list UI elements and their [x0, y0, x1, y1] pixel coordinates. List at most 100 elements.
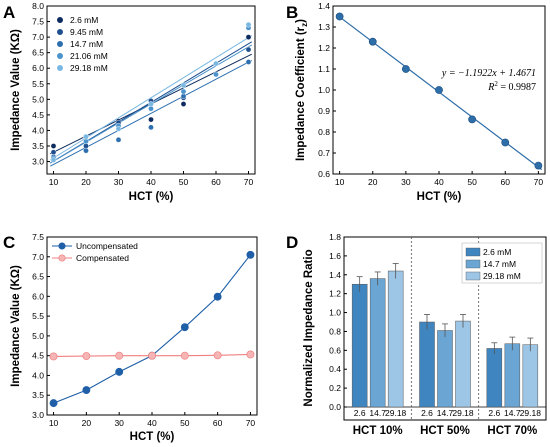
y-tick-label: 3.0 — [32, 410, 44, 420]
data-point — [50, 149, 57, 156]
panel-b-r2-label: R — [487, 82, 494, 93]
x-tick-label: 50 — [180, 418, 190, 428]
group-label: HCT 50% — [420, 425, 470, 437]
y-tick-label: 1.0 — [318, 85, 330, 95]
data-point — [82, 352, 91, 361]
data-point — [245, 34, 252, 40]
panel-a-xlabel: HCT (%) — [129, 191, 174, 203]
data-point — [83, 138, 89, 145]
bar — [504, 343, 521, 408]
bar — [486, 348, 503, 408]
panel-b-xlabel: HCT (%) — [417, 191, 462, 203]
legend-label: 9.45 mM — [70, 27, 103, 37]
data-point — [245, 59, 252, 65]
bar — [351, 283, 368, 408]
panel-a-ylabel: Impedance Value (KΩ) — [10, 29, 22, 151]
bar-category-label: 2.6 — [488, 408, 500, 418]
y-tick-label: 0.0 — [329, 402, 341, 412]
data-point — [115, 351, 124, 360]
data-point — [148, 101, 154, 107]
bar-category-label: 14.7 — [369, 408, 386, 418]
panel-b-ylabel-close: ) — [295, 19, 307, 23]
data-point — [82, 386, 91, 395]
y-tick-label: 5.5 — [32, 311, 44, 321]
bar-category-label: 14.7 — [437, 408, 454, 418]
data-point — [435, 86, 443, 94]
bar — [387, 270, 404, 408]
legend-label: Uncompensated — [76, 241, 138, 251]
x-tick-label: 40 — [147, 418, 157, 428]
y-tick-label: 6.0 — [32, 63, 44, 73]
bar-category-label: 29.18 — [385, 408, 407, 418]
data-point — [401, 65, 410, 73]
y-tick-label: 1.4 — [318, 1, 330, 11]
data-point — [50, 143, 57, 149]
fit-line — [50, 60, 252, 167]
legend-marker — [57, 53, 63, 59]
panel-d-frame — [343, 236, 547, 421]
data-point — [180, 351, 189, 360]
x-tick-label: 20 — [82, 418, 92, 428]
x-tick-label: 40 — [434, 177, 444, 187]
y-tick-label: 5.0 — [32, 331, 44, 341]
y-tick-label: 1.0 — [329, 308, 341, 318]
legend-label: 2.6 mM — [70, 15, 98, 25]
panel-c: C HCT (%) Impedance Value (KΩ) 10 20 30 40 5… — [3, 232, 258, 443]
legend-marker — [57, 29, 63, 35]
bar — [522, 344, 539, 408]
data-point — [468, 115, 477, 124]
data-point — [246, 350, 255, 359]
data-point — [335, 12, 344, 21]
data-point — [50, 157, 57, 163]
data-point — [83, 147, 89, 154]
legend-marker — [58, 242, 66, 250]
x-tick-label: 30 — [114, 418, 124, 428]
y-tick-label: 1.4 — [329, 270, 341, 280]
y-tick-label: 0.4 — [329, 364, 341, 374]
data-point — [213, 351, 222, 360]
panel-d: D Normalized Impedance Ratio 0.0 0.2 0.4 0.… — [286, 232, 547, 437]
panel-c-frame — [46, 236, 258, 416]
legend-marker — [57, 65, 63, 71]
data-point — [213, 60, 219, 67]
data-point — [534, 161, 543, 170]
legend-label: 2.6 mM — [483, 247, 511, 257]
bar — [369, 278, 386, 408]
legend-swatch — [465, 271, 481, 281]
panel-a-label: A — [3, 3, 15, 22]
data-point — [213, 292, 222, 301]
bar-category-label: 29.18 — [520, 408, 542, 418]
y-tick-label: 6.5 — [32, 272, 44, 282]
y-tick-label: 1.6 — [329, 251, 341, 261]
data-point — [148, 105, 154, 112]
legend-label: 21.06 mM — [70, 51, 108, 61]
x-tick-label: 20 — [81, 177, 91, 187]
y-tick-label: 3.0 — [32, 157, 44, 167]
y-tick-label: 7.0 — [32, 252, 44, 262]
x-tick-label: 50 — [179, 177, 189, 187]
y-tick-label: 0.9 — [318, 106, 330, 116]
y-tick-label: 4.0 — [32, 125, 44, 135]
legend-marker — [57, 41, 63, 47]
legend-marker — [58, 254, 66, 262]
y-tick-label: 4.0 — [32, 370, 44, 380]
y-tick-label: 0.6 — [318, 169, 330, 179]
y-tick-label: 0.2 — [329, 383, 341, 393]
panel-b-ylabel-main: Impedance Coefficient (r — [295, 26, 307, 161]
legend-label: 14.7 mM — [70, 39, 103, 49]
data-point — [83, 143, 89, 149]
legend-swatch — [465, 259, 481, 269]
x-tick-label: 40 — [146, 177, 156, 187]
data-point — [180, 82, 187, 89]
panel-b-equation: y = −1.1922x + 1.4671 — [441, 68, 536, 79]
panel-c-label: C — [3, 233, 15, 252]
bar-category-label: 14.7 — [504, 408, 521, 418]
y-tick-label: 0.8 — [318, 127, 330, 137]
panel-b-ylabel-sub: z — [300, 23, 309, 27]
panel-b-r2-value: = 0.9987 — [498, 82, 536, 93]
data-point — [148, 351, 156, 360]
y-tick-label: 7.0 — [32, 32, 44, 42]
data-point — [115, 136, 122, 143]
legend-marker — [57, 17, 63, 23]
x-tick-label: 70 — [246, 418, 256, 428]
